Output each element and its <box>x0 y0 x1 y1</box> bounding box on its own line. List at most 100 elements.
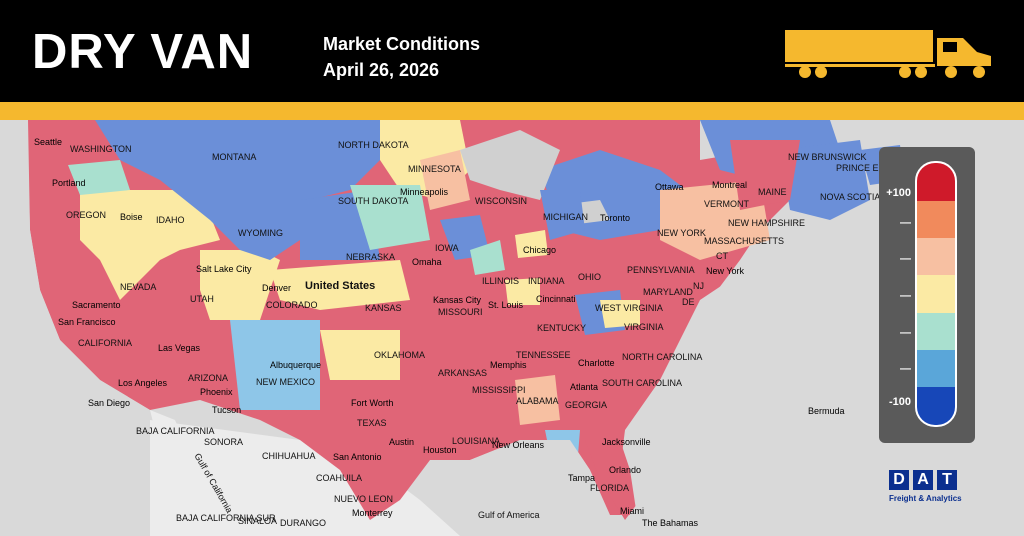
region-de: DE <box>682 297 695 307</box>
city-sacramento: Sacramento <box>72 300 121 310</box>
city-san-diego: San Diego <box>88 398 131 408</box>
region-massachusetts: MASSACHUSETTS <box>704 236 785 246</box>
region-new-hampshire: NEW HAMPSHIRE <box>728 218 806 228</box>
region-kansas: KANSAS <box>365 303 402 313</box>
region-maryland: MARYLAND <box>643 287 693 297</box>
city-fort-worth: Fort Worth <box>351 398 394 408</box>
country-label: United States <box>305 280 376 292</box>
region-new-brunswick: NEW BRUNSWICK <box>788 152 867 162</box>
region-nebraska: NEBRASKA <box>346 252 396 262</box>
legend-tick: — <box>900 290 911 302</box>
region-ct: CT <box>716 251 728 261</box>
region-south-dakota: SOUTH DAKOTA <box>338 196 409 206</box>
region-north-carolina: NORTH CAROLINA <box>622 352 703 362</box>
region-north-dakota: NORTH DAKOTA <box>338 140 409 150</box>
logo-letter-t: T <box>937 470 957 490</box>
logo-letter-d: D <box>889 470 909 490</box>
region-yellow-west <box>80 190 220 300</box>
region-new-mexico: NEW MEXICO <box>256 377 316 387</box>
region-baja-california: BAJA CALIFORNIA <box>136 426 215 436</box>
region-oklahoma: OKLAHOMA <box>374 350 426 360</box>
region-sinaloa: SINALOA <box>238 516 278 526</box>
legend-seg-7 <box>917 387 955 425</box>
region-montana: MONTANA <box>212 152 257 162</box>
region-ohio: OHIO <box>578 272 602 282</box>
region-baja-california-sur: BAJA CALIFORNIA SUR <box>176 513 276 523</box>
report-subtitle: Market Conditions <box>323 34 481 54</box>
region-iowa: IOWA <box>435 243 459 253</box>
region-pennsylvania: PENNSYLVANIA <box>627 265 695 275</box>
legend-seg-6 <box>917 350 955 387</box>
logo-letter-a: A <box>913 470 933 490</box>
city-memphis: Memphis <box>490 360 527 370</box>
legend-seg-3 <box>917 238 955 275</box>
region-wyoming: WYOMING <box>238 228 283 238</box>
region-louisiana: LOUISIANA <box>452 436 501 446</box>
region-sonora: SONORA <box>204 437 244 447</box>
legend-color-scale <box>915 161 957 427</box>
market-map <box>0 120 1024 536</box>
region-tennessee: TENNESSEE <box>516 350 571 360</box>
city-phoenix: Phoenix <box>200 387 233 397</box>
report-date: April 26, 2026 <box>323 60 440 80</box>
region-alabama: ALABAMA <box>516 396 559 406</box>
region-texas: TEXAS <box>357 418 387 428</box>
region-minnesota: MINNESOTA <box>408 164 461 174</box>
truck-icon <box>785 30 991 78</box>
legend-seg-2 <box>917 201 955 238</box>
city-albuquerque: Albuquerque <box>270 360 322 370</box>
city-atlanta: Atlanta <box>570 382 599 392</box>
city-minneapolis: Minneapolis <box>400 187 449 197</box>
city-monterrey: Monterrey <box>352 508 393 518</box>
legend-tick: — <box>900 363 911 375</box>
region-gulf-of-america: Gulf of America <box>478 510 540 520</box>
dat-logo: D A T Freight & Analytics <box>889 470 969 508</box>
city-san-francisco: San Francisco <box>58 317 116 327</box>
city-jacksonville: Jacksonville <box>602 437 651 447</box>
city-seattle: Seattle <box>34 137 63 147</box>
city-san-antonio: San Antonio <box>333 452 382 462</box>
city-ottawa: Ottawa <box>655 182 684 192</box>
region-nova-scotia: NOVA SCOTIA <box>820 192 881 202</box>
city-st-louis: St. Louis <box>488 300 524 310</box>
region-california: CALIFORNIA <box>78 338 133 348</box>
city-new-york: New York <box>706 266 745 276</box>
city-montreal: Montreal <box>712 180 748 190</box>
legend-tick: — <box>900 217 911 229</box>
legend-seg-5 <box>917 313 955 350</box>
region-blue-north <box>95 120 380 260</box>
region-nevada: NEVADA <box>120 282 157 292</box>
legend-bottom-label: -100 <box>888 396 911 408</box>
legend: +100 — — — — — -100 <box>879 147 975 443</box>
region-michigan: MICHIGAN <box>543 212 588 222</box>
city-salt-lake-city: Salt Lake City <box>196 264 252 274</box>
city-tucson: Tucson <box>212 405 242 415</box>
region-idaho: IDAHO <box>156 215 185 225</box>
city-toronto: Toronto <box>600 213 631 223</box>
region-illinois: ILLINOIS <box>482 276 520 286</box>
city-kansas-city: Kansas City <box>433 295 482 305</box>
city-tampa: Tampa <box>568 473 596 483</box>
city-cincinnati: Cincinnati <box>536 294 576 304</box>
city-charlotte: Charlotte <box>578 358 615 368</box>
region-arkansas: ARKANSAS <box>438 368 488 378</box>
region-indiana: INDIANA <box>528 276 565 286</box>
region-mississippi: MISSISSIPPI <box>472 385 526 395</box>
city-las-vegas: Las Vegas <box>158 343 201 353</box>
region-nuevo-leon: NUEVO LEON <box>334 494 394 504</box>
city-houston: Houston <box>423 445 457 455</box>
region-maine: MAINE <box>758 187 787 197</box>
city-chicago: Chicago <box>523 245 557 255</box>
region-coahuila: COAHUILA <box>316 473 363 483</box>
legend-top-label: +100 <box>886 187 911 199</box>
page-title: DRY VAN <box>32 25 254 79</box>
region-utah: UTAH <box>190 294 214 304</box>
legend-seg-4 <box>917 275 955 313</box>
city-orlando: Orlando <box>609 465 642 475</box>
header-stripe <box>0 102 1024 120</box>
legend-tick: — <box>900 327 911 339</box>
region-durango: DURANGO <box>280 518 327 528</box>
city-bermuda: Bermuda <box>808 406 845 416</box>
region-oregon: OREGON <box>66 210 107 220</box>
header-bar: DRY VAN Market Conditions April 26, 2026 <box>0 0 1024 102</box>
